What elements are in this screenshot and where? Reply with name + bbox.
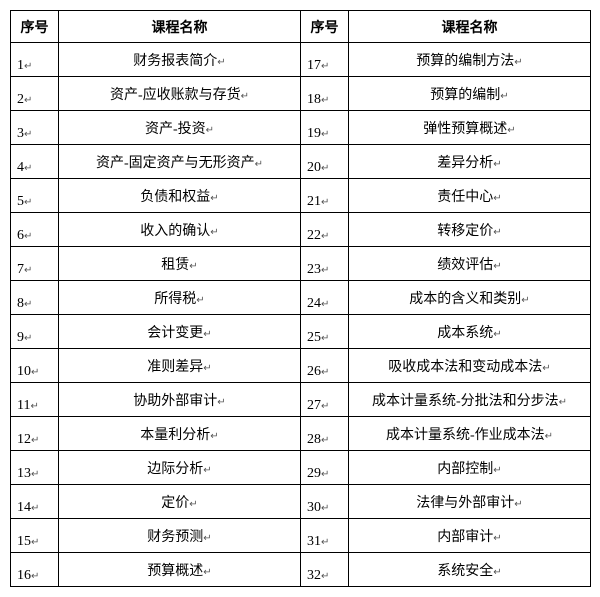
seq-cell: 30↵ — [301, 485, 349, 519]
table-row: 15↵财务预测↵31↵内部审计↵ — [11, 519, 591, 553]
name-cell: 成本计量系统-分批法和分步法↵ — [349, 383, 591, 417]
seq-cell: 2↵ — [11, 77, 59, 111]
seq-cell: 29↵ — [301, 451, 349, 485]
name-cell: 负债和权益↵ — [59, 179, 301, 213]
name-cell: 预算概述↵ — [59, 553, 301, 587]
name-cell: 绩效评估↵ — [349, 247, 591, 281]
course-table: 序号 课程名称 序号 课程名称 1↵财务报表简介↵17↵预算的编制方法↵2↵资产… — [10, 10, 591, 587]
seq-cell: 3↵ — [11, 111, 59, 145]
seq-cell: 6↵ — [11, 213, 59, 247]
name-cell: 弹性预算概述↵ — [349, 111, 591, 145]
name-cell: 责任中心↵ — [349, 179, 591, 213]
seq-cell: 7↵ — [11, 247, 59, 281]
seq-cell: 14↵ — [11, 485, 59, 519]
table-row: 12↵本量利分析↵28↵成本计量系统-作业成本法↵ — [11, 417, 591, 451]
table-row: 16↵预算概述↵32↵系统安全↵ — [11, 553, 591, 587]
table-row: 2↵资产-应收账款与存货↵18↵预算的编制↵ — [11, 77, 591, 111]
table-row: 9↵会计变更↵25↵成本系统↵ — [11, 315, 591, 349]
table-row: 13↵边际分析↵29↵内部控制↵ — [11, 451, 591, 485]
seq-cell: 9↵ — [11, 315, 59, 349]
seq-cell: 16↵ — [11, 553, 59, 587]
seq-cell: 1↵ — [11, 43, 59, 77]
name-cell: 财务预测↵ — [59, 519, 301, 553]
name-cell: 所得税↵ — [59, 281, 301, 315]
name-cell: 预算的编制方法↵ — [349, 43, 591, 77]
name-cell: 定价↵ — [59, 485, 301, 519]
seq-cell: 5↵ — [11, 179, 59, 213]
name-cell: 收入的确认↵ — [59, 213, 301, 247]
seq-cell: 25↵ — [301, 315, 349, 349]
seq-cell: 12↵ — [11, 417, 59, 451]
name-cell: 成本的含义和类别↵ — [349, 281, 591, 315]
name-cell: 转移定价↵ — [349, 213, 591, 247]
seq-cell: 11↵ — [11, 383, 59, 417]
seq-cell: 4↵ — [11, 145, 59, 179]
seq-cell: 18↵ — [301, 77, 349, 111]
name-cell: 差异分析↵ — [349, 145, 591, 179]
name-cell: 内部控制↵ — [349, 451, 591, 485]
seq-cell: 8↵ — [11, 281, 59, 315]
name-cell: 成本计量系统-作业成本法↵ — [349, 417, 591, 451]
name-cell: 资产-固定资产与无形资产↵ — [59, 145, 301, 179]
header-name-right: 课程名称 — [349, 11, 591, 43]
name-cell: 法律与外部审计↵ — [349, 485, 591, 519]
table-row: 14↵定价↵30↵法律与外部审计↵ — [11, 485, 591, 519]
table-row: 11↵协助外部审计↵27↵成本计量系统-分批法和分步法↵ — [11, 383, 591, 417]
name-cell: 吸收成本法和变动成本法↵ — [349, 349, 591, 383]
name-cell: 系统安全↵ — [349, 553, 591, 587]
name-cell: 准则差异↵ — [59, 349, 301, 383]
seq-cell: 23↵ — [301, 247, 349, 281]
seq-cell: 10↵ — [11, 349, 59, 383]
header-name-left: 课程名称 — [59, 11, 301, 43]
name-cell: 内部审计↵ — [349, 519, 591, 553]
seq-cell: 21↵ — [301, 179, 349, 213]
seq-cell: 27↵ — [301, 383, 349, 417]
table-header-row: 序号 课程名称 序号 课程名称 — [11, 11, 591, 43]
seq-cell: 28↵ — [301, 417, 349, 451]
seq-cell: 20↵ — [301, 145, 349, 179]
seq-cell: 32↵ — [301, 553, 349, 587]
name-cell: 边际分析↵ — [59, 451, 301, 485]
seq-cell: 26↵ — [301, 349, 349, 383]
seq-cell: 24↵ — [301, 281, 349, 315]
name-cell: 成本系统↵ — [349, 315, 591, 349]
name-cell: 会计变更↵ — [59, 315, 301, 349]
table-row: 1↵财务报表简介↵17↵预算的编制方法↵ — [11, 43, 591, 77]
name-cell: 租赁↵ — [59, 247, 301, 281]
seq-cell: 31↵ — [301, 519, 349, 553]
header-seq-right: 序号 — [301, 11, 349, 43]
seq-cell: 17↵ — [301, 43, 349, 77]
table-row: 3↵资产-投资↵19↵弹性预算概述↵ — [11, 111, 591, 145]
table-row: 5↵负债和权益↵21↵责任中心↵ — [11, 179, 591, 213]
table-row: 4↵资产-固定资产与无形资产↵20↵差异分析↵ — [11, 145, 591, 179]
seq-cell: 13↵ — [11, 451, 59, 485]
name-cell: 资产-应收账款与存货↵ — [59, 77, 301, 111]
name-cell: 协助外部审计↵ — [59, 383, 301, 417]
seq-cell: 19↵ — [301, 111, 349, 145]
name-cell: 本量利分析↵ — [59, 417, 301, 451]
name-cell: 预算的编制↵ — [349, 77, 591, 111]
table-row: 10↵准则差异↵26↵吸收成本法和变动成本法↵ — [11, 349, 591, 383]
seq-cell: 15↵ — [11, 519, 59, 553]
table-row: 8↵所得税↵24↵成本的含义和类别↵ — [11, 281, 591, 315]
name-cell: 财务报表简介↵ — [59, 43, 301, 77]
seq-cell: 22↵ — [301, 213, 349, 247]
table-row: 6↵收入的确认↵22↵转移定价↵ — [11, 213, 591, 247]
table-row: 7↵租赁↵23↵绩效评估↵ — [11, 247, 591, 281]
name-cell: 资产-投资↵ — [59, 111, 301, 145]
header-seq-left: 序号 — [11, 11, 59, 43]
